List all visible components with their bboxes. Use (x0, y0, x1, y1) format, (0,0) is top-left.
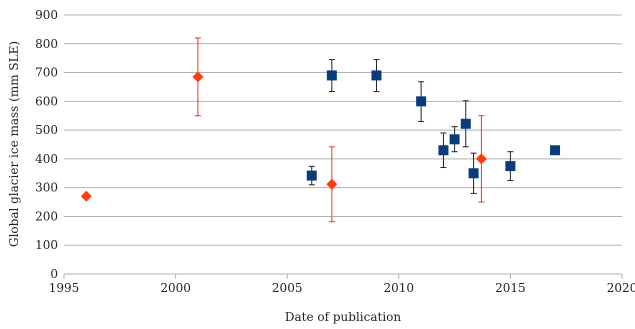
square-point (416, 96, 427, 107)
y-tick-label: 800 (35, 37, 58, 51)
y-tick-label: 600 (35, 94, 58, 108)
y-tick-label: 500 (35, 123, 58, 137)
data-markers (80, 70, 561, 202)
square-point (505, 161, 516, 172)
diamond-point (80, 190, 92, 202)
x-tick-label: 2005 (272, 281, 303, 295)
x-tick-label: 2000 (160, 281, 191, 295)
x-tick-label: 2020 (607, 281, 635, 295)
diamond-point (192, 71, 204, 83)
square-point (468, 168, 479, 179)
diamond-point (475, 153, 487, 165)
x-tick-label: 1995 (49, 281, 80, 295)
gridlines (64, 14, 622, 246)
axes (63, 273, 623, 279)
tick-labels: 0 100 200 300 400 500 600 700 800 900 1995 2000 2005… (35, 8, 635, 295)
y-axis-title: Global glacier ice mass (mm SLE) (7, 41, 21, 247)
x-tick-label: 2015 (495, 281, 526, 295)
square-point (460, 118, 471, 129)
y-tick-label: 700 (35, 66, 58, 80)
y-tick-label: 100 (35, 238, 58, 252)
y-tick-label: 200 (35, 209, 58, 223)
x-tick-label: 2010 (384, 281, 415, 295)
y-tick-label: 900 (35, 8, 58, 22)
square-point (306, 170, 317, 181)
y-tick-label: 400 (35, 152, 58, 166)
square-point (449, 134, 460, 145)
y-tick-label: 300 (35, 181, 58, 195)
square-point (438, 145, 449, 156)
diamond-point (326, 178, 338, 190)
x-axis-title: Date of publication (285, 310, 402, 324)
square-point (550, 145, 561, 156)
square-point (326, 70, 337, 81)
square-point (371, 70, 382, 81)
y-tick-label: 0 (50, 267, 58, 281)
